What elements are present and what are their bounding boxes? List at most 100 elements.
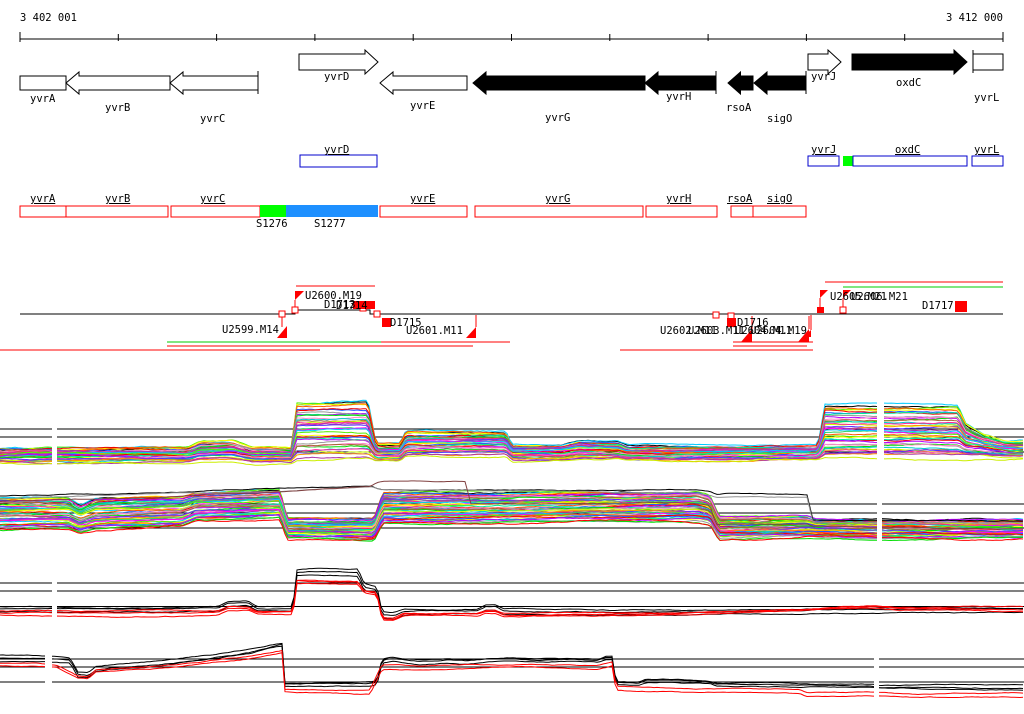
segment-box-oxdC[interactable] (852, 155, 968, 167)
segment-label-oxdC[interactable]: oxdC (895, 144, 921, 156)
gene-label-yvrB: yvrB (105, 102, 131, 114)
probe-flag-triangle (820, 290, 828, 298)
segment-box-yvrA[interactable] (19, 205, 67, 218)
missing-data-gap (874, 636, 879, 700)
segment-label-S1276: S1276 (256, 218, 288, 230)
probe-marker-box (353, 301, 375, 309)
expression-trace (0, 442, 1024, 462)
breakpoint-square (278, 310, 286, 318)
gene-arrow-yvrD[interactable] (298, 48, 379, 76)
segment-box-yvrB[interactable] (65, 205, 169, 218)
breakpoint-square (373, 310, 381, 318)
expression-trace (0, 454, 1024, 466)
segment-label-rsoA[interactable]: rsoA (727, 193, 753, 205)
probe-label-D1716: D1716 (737, 317, 769, 329)
expression-trace (0, 513, 1024, 541)
gene-arrow-rsoA[interactable] (727, 70, 754, 96)
probe-marker-box (955, 301, 967, 312)
probe-marker-box (382, 318, 391, 327)
segment-label-yvrA[interactable]: yvrA (30, 193, 56, 205)
gene-arrow-sigO[interactable] (753, 70, 806, 96)
segment-box-yvrE[interactable] (379, 205, 468, 218)
segment-box-yvrG[interactable] (474, 205, 644, 218)
probe-label-D1714: D1714 (336, 300, 368, 312)
summary-trace-red (0, 579, 1024, 619)
segment-box-yvrL[interactable] (971, 155, 1004, 167)
segment-box-yvrJ[interactable] (807, 155, 840, 167)
summary-trace-red (0, 579, 1024, 621)
gene-label-oxdC: oxdC (896, 77, 922, 89)
s-segment-S1276[interactable] (260, 205, 286, 217)
expression-trace (0, 518, 1024, 541)
summary-trace-black (0, 642, 1024, 687)
expression-trace (0, 428, 1024, 457)
probe-label-U2600.M19: U2600.M19 (305, 290, 362, 302)
probe-marker-box (727, 318, 736, 327)
segment-label-yvrH[interactable]: yvrH (666, 193, 692, 205)
s-segment-S1277[interactable] (286, 205, 378, 217)
gene-label-yvrH: yvrH (666, 91, 692, 103)
segment-label-yvrC[interactable]: yvrC (200, 193, 226, 205)
segment-label-yvrB[interactable]: yvrB (105, 193, 131, 205)
expression-trace (0, 511, 1024, 538)
probe-flag-triangle (798, 329, 809, 342)
segment-box-sigO[interactable] (752, 205, 807, 218)
segment-box-rsoA[interactable] (730, 205, 754, 218)
gene-arrow-yvrB[interactable] (65, 70, 171, 96)
probe-label-U2603.M11: U2603.M11 (688, 325, 745, 337)
summary-trace-red (0, 582, 1024, 621)
probe-label-U2604.M11: U2604.M11 (735, 325, 792, 337)
probe-flag-triangle (466, 327, 476, 338)
summary-trace-black (0, 645, 1024, 691)
gene-arrow-yvrA[interactable] (19, 75, 67, 91)
gene-label-yvrE: yvrE (410, 100, 436, 112)
segment-box-yvrC[interactable] (170, 205, 261, 218)
gene-label-yvrD: yvrD (324, 71, 350, 83)
segment-label-yvrJ[interactable]: yvrJ (811, 144, 837, 156)
segment-box-yvrD[interactable] (299, 154, 378, 168)
segment-label-yvrL[interactable]: yvrL (974, 144, 1000, 156)
gene-label-yvrL: yvrL (974, 92, 1000, 104)
segment-box-green[interactable] (843, 156, 853, 166)
probe-label-U2606.M21: U2606.M21 (851, 291, 908, 303)
gene-arrow-yvrJ[interactable] (807, 48, 842, 76)
gene-label-yvrA: yvrA (30, 93, 56, 105)
gene-label-yvrC: yvrC (200, 113, 226, 125)
summary-trace-black (0, 570, 1024, 616)
summary-trace-red (0, 649, 1024, 696)
gene-arrow-yvrC[interactable] (169, 70, 259, 96)
gene-arrow-yvrG[interactable] (472, 70, 646, 96)
probe-label-U2604.M19: U2604.M19 (750, 325, 807, 337)
expression-trace (0, 449, 1024, 461)
probe-flag-triangle (803, 330, 811, 337)
probe-label-U2601.M11: U2601.M11 (406, 325, 463, 337)
expression-trace (0, 452, 1024, 465)
summary-trace-black (0, 643, 1024, 689)
probe-label-U2599.M14: U2599.M14 (222, 324, 279, 336)
gene-label-yvrG: yvrG (545, 112, 571, 124)
gene-arrow-yvrE[interactable] (379, 70, 468, 96)
segment-label-sigO[interactable]: sigO (767, 193, 793, 205)
segment-box-yvrH[interactable] (645, 205, 718, 218)
gene-arrow-yvrL[interactable] (972, 53, 1004, 71)
gene-label-sigO: sigO (767, 113, 793, 125)
segment-label-yvrG[interactable]: yvrG (545, 193, 571, 205)
missing-data-gap (52, 577, 57, 622)
gene-arrow-oxdC[interactable] (851, 48, 968, 76)
missing-data-gap (877, 397, 884, 468)
segment-label-yvrE[interactable]: yvrE (410, 193, 436, 205)
missing-data-gap (877, 482, 882, 545)
summary-trace-black (0, 574, 1023, 620)
probe-baseline (20, 309, 1003, 315)
probe-label-D1715: D1715 (390, 317, 422, 329)
segment-label-S1277: S1277 (314, 218, 346, 230)
summary-trace-red (0, 652, 1024, 699)
probe-flag-triangle (741, 329, 752, 342)
expression-trace (0, 500, 1024, 529)
segment-label-yvrD[interactable]: yvrD (324, 144, 350, 156)
probe-marker-box (817, 307, 824, 313)
probe-label-D1713: D1713 (324, 299, 356, 311)
expression-trace (0, 513, 1024, 539)
